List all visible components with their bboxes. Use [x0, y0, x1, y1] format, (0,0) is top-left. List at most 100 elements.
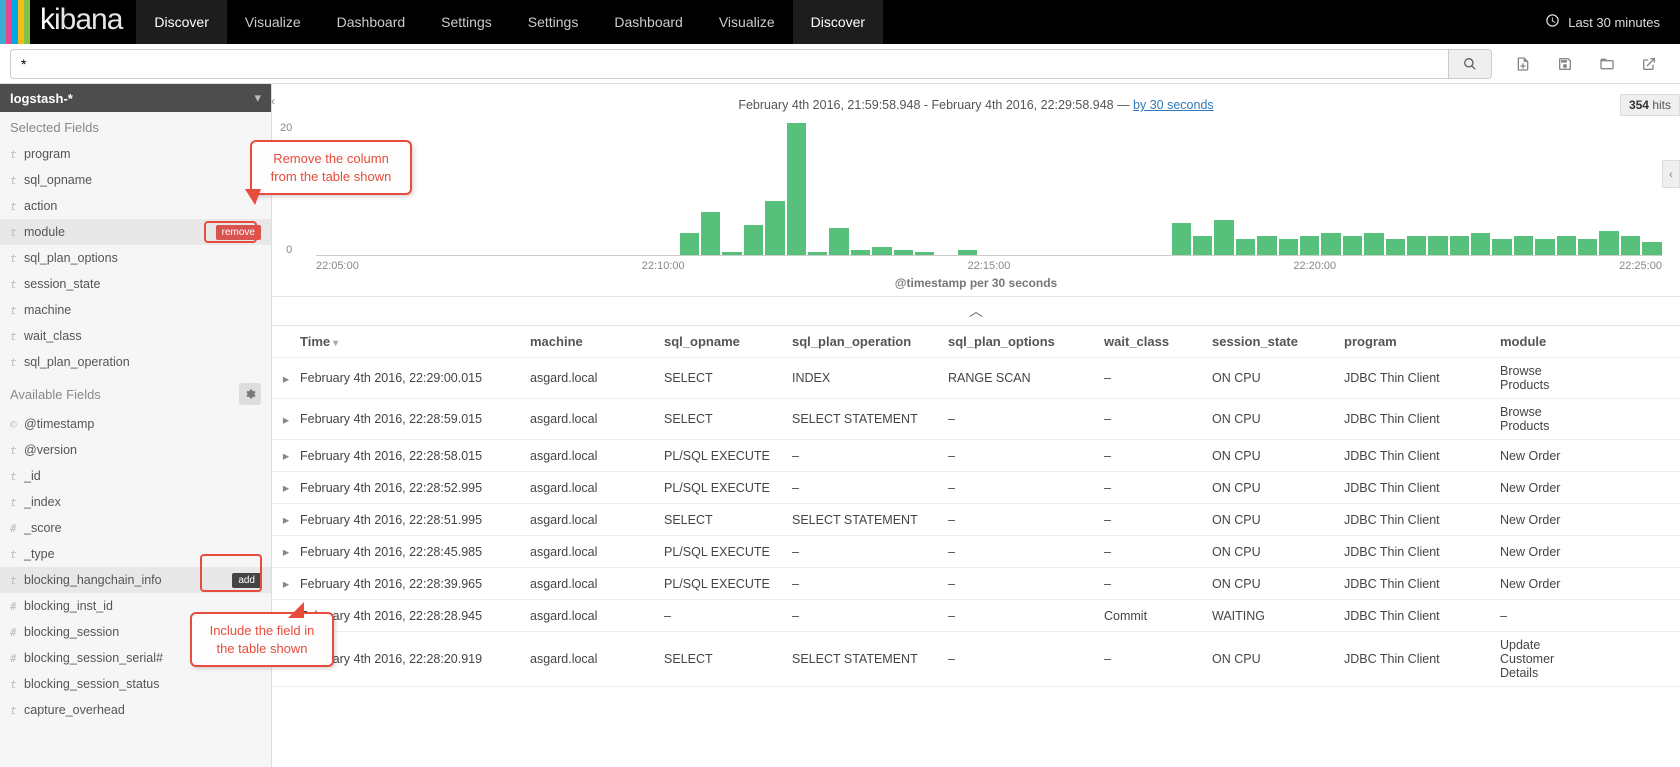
time-range-label[interactable]: Last 30 minutes [1568, 15, 1660, 30]
field-blocking_session_status[interactable]: tblocking_session_status [0, 671, 271, 697]
col-machine[interactable]: machine [530, 334, 664, 349]
share-icon[interactable] [1628, 49, 1670, 79]
field-sql_plan_options[interactable]: tsql_plan_options [0, 245, 271, 271]
col-wait_class[interactable]: wait_class [1104, 334, 1212, 349]
col-Time[interactable]: Time▾ [300, 334, 530, 349]
histogram-bar[interactable] [765, 201, 784, 255]
histogram-bar[interactable] [851, 250, 870, 255]
field-wait_class[interactable]: twait_class [0, 323, 271, 349]
histogram-chart[interactable]: Co 200 22:05:0022:10:0022:15:0022:20:002… [302, 120, 1662, 270]
histogram-bar[interactable] [829, 228, 848, 255]
nav-discover[interactable]: Discover [793, 0, 883, 44]
histogram-bar[interactable] [1386, 239, 1405, 255]
new-icon[interactable] [1502, 49, 1544, 79]
histogram-bar[interactable] [787, 123, 806, 255]
expand-row-icon[interactable]: ▸ [272, 480, 300, 495]
table-row[interactable]: ▸February 4th 2016, 22:28:28.945asgard.l… [272, 600, 1680, 632]
histogram-bar[interactable] [722, 252, 741, 255]
collapse-right-icon[interactable]: ‹ [1662, 160, 1680, 188]
histogram-bar[interactable] [1557, 236, 1576, 255]
col-module[interactable]: module [1500, 334, 1590, 349]
field-_index[interactable]: t_index [0, 489, 271, 515]
histogram-bar[interactable] [894, 250, 913, 255]
histogram-bar[interactable] [1279, 239, 1298, 255]
histogram-bar[interactable] [1193, 236, 1212, 255]
histogram-bar[interactable] [1492, 239, 1511, 255]
field-capture_overhead[interactable]: tcapture_overhead [0, 697, 271, 723]
field-_id[interactable]: t_id [0, 463, 271, 489]
histogram-bar[interactable] [744, 225, 763, 255]
histogram-bar[interactable] [958, 250, 977, 255]
expand-row-icon[interactable]: ▸ [272, 448, 300, 463]
histogram-bar[interactable] [1450, 236, 1469, 255]
histogram-bar[interactable] [1642, 242, 1661, 256]
nav-dashboard[interactable]: Dashboard [596, 0, 701, 44]
save-icon[interactable] [1544, 49, 1586, 79]
field-_score[interactable]: #_score [0, 515, 271, 541]
col-sql_plan_options[interactable]: sql_plan_options [948, 334, 1104, 349]
col-session_state[interactable]: session_state [1212, 334, 1344, 349]
histogram-bar[interactable] [1621, 236, 1640, 255]
histogram-bar[interactable] [1172, 223, 1191, 255]
collapse-histogram-icon[interactable]: ︿ [272, 296, 1680, 326]
histogram-bar[interactable] [1321, 233, 1340, 255]
nav-dashboard[interactable]: Dashboard [319, 0, 424, 44]
interval-link[interactable]: by 30 seconds [1133, 98, 1214, 112]
table-row[interactable]: ▸February 4th 2016, 22:28:52.995asgard.l… [272, 472, 1680, 504]
histogram-bar[interactable] [1407, 236, 1426, 255]
histogram-bar[interactable] [701, 212, 720, 255]
histogram-bar[interactable] [1300, 236, 1319, 255]
nav-settings[interactable]: Settings [423, 0, 510, 44]
gear-icon[interactable] [239, 383, 261, 405]
field-program[interactable]: tprogram [0, 141, 271, 167]
col-program[interactable]: program [1344, 334, 1500, 349]
expand-row-icon[interactable]: ▸ [272, 371, 300, 386]
search-button[interactable] [1448, 49, 1492, 79]
open-icon[interactable] [1586, 49, 1628, 79]
table-row[interactable]: ▸February 4th 2016, 22:28:59.015asgard.l… [272, 399, 1680, 440]
field-machine[interactable]: tmachine [0, 297, 271, 323]
histogram-bar[interactable] [915, 252, 934, 255]
histogram-bar[interactable] [1257, 236, 1276, 255]
histogram-bar[interactable] [1364, 233, 1383, 255]
expand-row-icon[interactable]: ▸ [272, 576, 300, 591]
table-row[interactable]: ▸February 4th 2016, 22:28:51.995asgard.l… [272, 504, 1680, 536]
expand-row-icon[interactable]: ▸ [272, 412, 300, 427]
table-row[interactable]: ▸February 4th 2016, 22:29:00.015asgard.l… [272, 358, 1680, 399]
field-@timestamp[interactable]: ©@timestamp [0, 411, 271, 437]
histogram-bar[interactable] [1471, 233, 1490, 255]
expand-row-icon[interactable]: ▸ [272, 512, 300, 527]
histogram-bar[interactable] [1599, 231, 1618, 255]
expand-row-icon[interactable]: ▸ [272, 544, 300, 559]
histogram-bar[interactable] [1236, 239, 1255, 255]
histogram-bar[interactable] [1578, 239, 1597, 255]
table-row[interactable]: ▸February 4th 2016, 22:28:45.985asgard.l… [272, 536, 1680, 568]
histogram-bar[interactable] [808, 252, 827, 255]
field-label: @timestamp [24, 417, 94, 431]
histogram-bar[interactable] [680, 233, 699, 255]
histogram-bar[interactable] [1214, 220, 1233, 255]
table-row[interactable]: ▸February 4th 2016, 22:28:20.919asgard.l… [272, 632, 1680, 687]
kibana-logo[interactable]: kibana [0, 0, 136, 44]
table-row[interactable]: ▸February 4th 2016, 22:28:58.015asgard.l… [272, 440, 1680, 472]
collapse-sidebar-icon[interactable]: ‹ [271, 94, 275, 108]
histogram-bar[interactable] [1535, 239, 1554, 255]
nav-visualize[interactable]: Visualize [227, 0, 319, 44]
field-action[interactable]: taction [0, 193, 271, 219]
col-sql_plan_operation[interactable]: sql_plan_operation [792, 334, 948, 349]
field-sql_plan_operation[interactable]: tsql_plan_operation [0, 349, 271, 375]
table-row[interactable]: ▸February 4th 2016, 22:28:39.965asgard.l… [272, 568, 1680, 600]
histogram-bar[interactable] [1428, 236, 1447, 255]
search-input[interactable] [10, 49, 1448, 79]
histogram-bar[interactable] [872, 247, 891, 255]
index-pattern-selector[interactable]: logstash-*▾ [0, 84, 271, 112]
histogram-bar[interactable] [1514, 236, 1533, 255]
nav-visualize[interactable]: Visualize [701, 0, 793, 44]
field-@version[interactable]: t@version [0, 437, 271, 463]
field-sql_opname[interactable]: tsql_opname [0, 167, 271, 193]
field-session_state[interactable]: tsession_state [0, 271, 271, 297]
nav-discover[interactable]: Discover [136, 0, 226, 44]
col-sql_opname[interactable]: sql_opname [664, 334, 792, 349]
nav-settings[interactable]: Settings [510, 0, 597, 44]
histogram-bar[interactable] [1343, 236, 1362, 255]
